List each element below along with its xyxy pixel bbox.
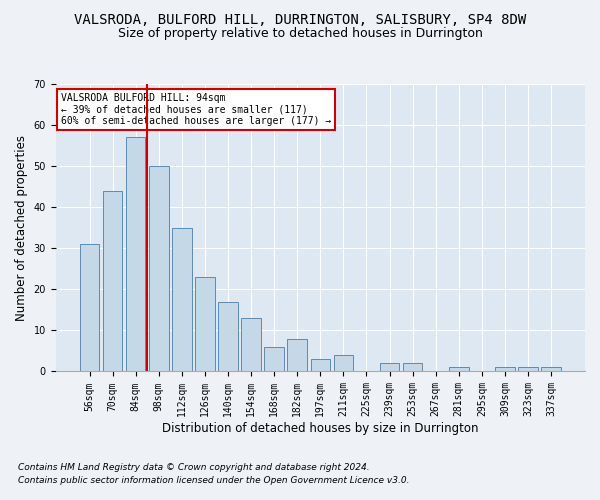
Bar (265, 347, 284, 372)
Bar (311, 359, 330, 372)
X-axis label: Distribution of detached houses by size in Durrington: Distribution of detached houses by size … (162, 422, 479, 435)
Bar (218, 302, 238, 372)
Text: Contains public sector information licensed under the Open Government Licence v3: Contains public sector information licen… (18, 476, 409, 485)
Bar (495, 368, 515, 372)
Bar (287, 338, 307, 372)
Bar (149, 166, 169, 372)
Bar (380, 364, 400, 372)
Bar (195, 277, 215, 372)
Bar (541, 368, 561, 372)
Y-axis label: Number of detached properties: Number of detached properties (15, 134, 28, 320)
Text: VALSRODA BULFORD HILL: 94sqm
← 39% of detached houses are smaller (117)
60% of s: VALSRODA BULFORD HILL: 94sqm ← 39% of de… (61, 92, 331, 126)
Bar (403, 364, 422, 372)
Text: Size of property relative to detached houses in Durrington: Size of property relative to detached ho… (118, 28, 482, 40)
Bar (241, 318, 261, 372)
Bar (172, 228, 191, 372)
Text: Contains HM Land Registry data © Crown copyright and database right 2024.: Contains HM Land Registry data © Crown c… (18, 464, 370, 472)
Bar (449, 368, 469, 372)
Bar (126, 138, 145, 372)
Bar (103, 191, 122, 372)
Bar (334, 355, 353, 372)
Bar (80, 244, 100, 372)
Bar (518, 368, 538, 372)
Text: VALSRODA, BULFORD HILL, DURRINGTON, SALISBURY, SP4 8DW: VALSRODA, BULFORD HILL, DURRINGTON, SALI… (74, 12, 526, 26)
